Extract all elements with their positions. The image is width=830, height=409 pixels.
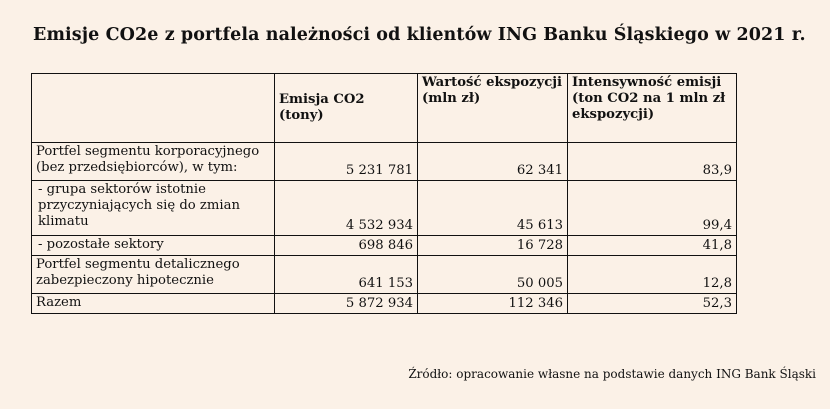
header-intensywnosc: Intensywność emisji (ton CO2 na 1 mln zł… [567,73,737,143]
cell-intensywnosc: 83,9 [567,142,737,181]
cell-emisja: 641 153 [274,255,418,294]
cell-intensywnosc: 99,4 [567,180,737,236]
page-title: Emisje CO2e z portfela należności od kli… [33,25,806,45]
source-note: Źródło: opracowanie własne na podstawie … [408,367,816,381]
cell-emisja: 4 532 934 [274,180,418,236]
cell-emisja: 698 846 [274,235,418,256]
header-cell-empty [31,73,275,143]
cell-wartosc: 62 341 [417,142,568,181]
cell-wartosc: 112 346 [417,293,568,314]
cell-wartosc: 45 613 [417,180,568,236]
cell-intensywnosc: 12,8 [567,255,737,294]
row-label: Portfel segmentu detalicznego zabezpiecz… [31,255,275,294]
row-label: - grupa sektorów istotnie przyczyniający… [31,180,275,236]
table-row: - pozostałe sektory 698 846 16 728 41,8 [31,235,737,256]
cell-wartosc: 16 728 [417,235,568,256]
header-wartosc: Wartość ekspozycji (mln zł) [417,73,568,143]
cell-intensywnosc: 52,3 [567,293,737,314]
table-row-total: Razem 5 872 934 112 346 52,3 [31,293,737,314]
table-row: - grupa sektorów istotnie przyczyniający… [31,180,737,236]
table-header-row: Emisja CO2 (tony) Wartość ekspozycji (ml… [31,73,737,143]
row-label: Razem [31,293,275,314]
emissions-table: Emisja CO2 (tony) Wartość ekspozycji (ml… [31,73,737,314]
header-emisja: Emisja CO2 (tony) [274,73,418,143]
cell-emisja: 5 231 781 [274,142,418,181]
row-label: - pozostałe sektory [31,235,275,256]
cell-emisja: 5 872 934 [274,293,418,314]
table-row: Portfel segmentu korporacyjnego (bez prz… [31,142,737,181]
table-row: Portfel segmentu detalicznego zabezpiecz… [31,255,737,294]
row-label: Portfel segmentu korporacyjnego (bez prz… [31,142,275,181]
cell-intensywnosc: 41,8 [567,235,737,256]
cell-wartosc: 50 005 [417,255,568,294]
